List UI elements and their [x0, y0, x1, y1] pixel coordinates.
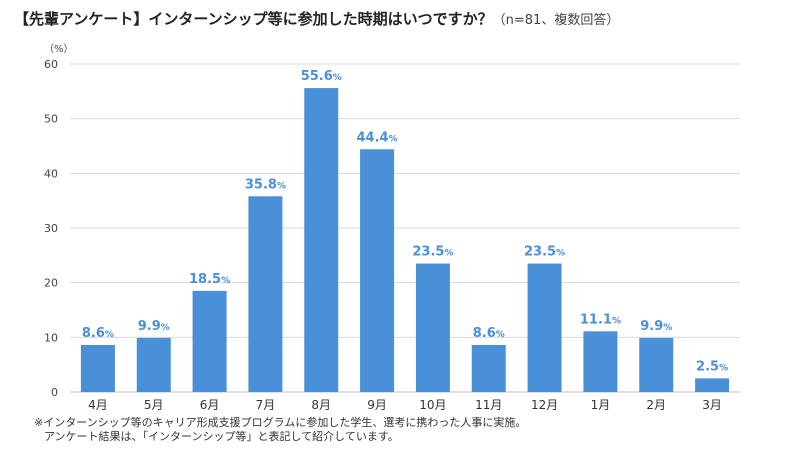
bar	[192, 290, 227, 392]
y-tick-label: 10	[44, 331, 58, 344]
x-tick-label: 9月	[367, 398, 387, 412]
y-axis-unit-label: （%）	[44, 44, 74, 55]
chart-title: 【先輩アンケート】インターンシップ等に参加した時期はいつですか？（n=81、複数…	[14, 8, 619, 29]
data-label-unit: %	[719, 363, 728, 373]
footnote-1: ※インターンシップ等のキャリア形成支援プログラムに参加した学生、選考に携わった人…	[34, 416, 527, 429]
data-label: 44.4%	[357, 130, 398, 145]
x-tick-label: 3月	[702, 398, 722, 412]
data-label: 11.1%	[580, 312, 621, 327]
bar	[304, 88, 339, 392]
x-tick-label: 6月	[200, 398, 220, 412]
bar	[695, 378, 730, 392]
x-tick-label: 10月	[419, 398, 446, 412]
data-label-unit: %	[444, 249, 453, 259]
chart-title-main: 【先輩アンケート】インターンシップ等に参加した時期はいつですか？	[14, 10, 493, 28]
bar	[248, 196, 283, 392]
data-label: 2.5%	[696, 359, 728, 374]
data-label-unit: %	[277, 181, 286, 191]
data-label: 35.8%	[245, 177, 286, 192]
data-label: 8.6%	[82, 326, 114, 341]
data-label-unit: %	[221, 276, 230, 286]
data-label-unit: %	[556, 249, 565, 259]
x-tick-label: 5月	[144, 398, 164, 412]
bar	[136, 337, 171, 392]
x-tick-label: 12月	[531, 398, 558, 412]
y-tick-label: 50	[44, 113, 58, 126]
data-label-unit: %	[612, 316, 621, 326]
y-tick-label: 0	[51, 386, 58, 399]
data-label-unit: %	[161, 323, 170, 333]
data-label-unit: %	[663, 323, 672, 333]
x-tick-label: 2月	[646, 398, 666, 412]
chart-title-sub: （n=81、複数回答）	[492, 13, 620, 28]
bar	[360, 149, 395, 392]
data-label: 23.5%	[412, 245, 453, 260]
bar	[415, 263, 450, 392]
data-label: 18.5%	[189, 272, 230, 287]
bar	[639, 337, 674, 392]
footnote-2: アンケート結果は、「インターンシップ等」と表記して紹介しています。	[44, 430, 399, 443]
x-tick-label: 7月	[256, 398, 276, 412]
y-tick-label: 60	[44, 58, 58, 71]
bar	[527, 263, 562, 392]
y-tick-label: 40	[44, 167, 58, 180]
data-label-unit: %	[496, 330, 505, 340]
data-label-unit: %	[333, 73, 342, 83]
data-label-unit: %	[105, 330, 114, 340]
x-tick-label: 11月	[475, 398, 502, 412]
bar	[471, 344, 506, 392]
y-tick-label: 30	[44, 222, 58, 235]
x-tick-label: 8月	[311, 398, 331, 412]
x-tick-label: 4月	[88, 398, 108, 412]
data-label: 55.6%	[301, 69, 342, 84]
x-tick-label: 1月	[591, 398, 611, 412]
data-label: 9.9%	[640, 319, 672, 334]
bar	[80, 344, 115, 392]
data-label: 8.6%	[473, 326, 505, 341]
bar	[583, 331, 618, 392]
data-label: 23.5%	[524, 245, 565, 260]
data-label: 9.9%	[138, 319, 170, 334]
data-label-unit: %	[389, 134, 398, 144]
y-tick-label: 20	[44, 277, 58, 290]
